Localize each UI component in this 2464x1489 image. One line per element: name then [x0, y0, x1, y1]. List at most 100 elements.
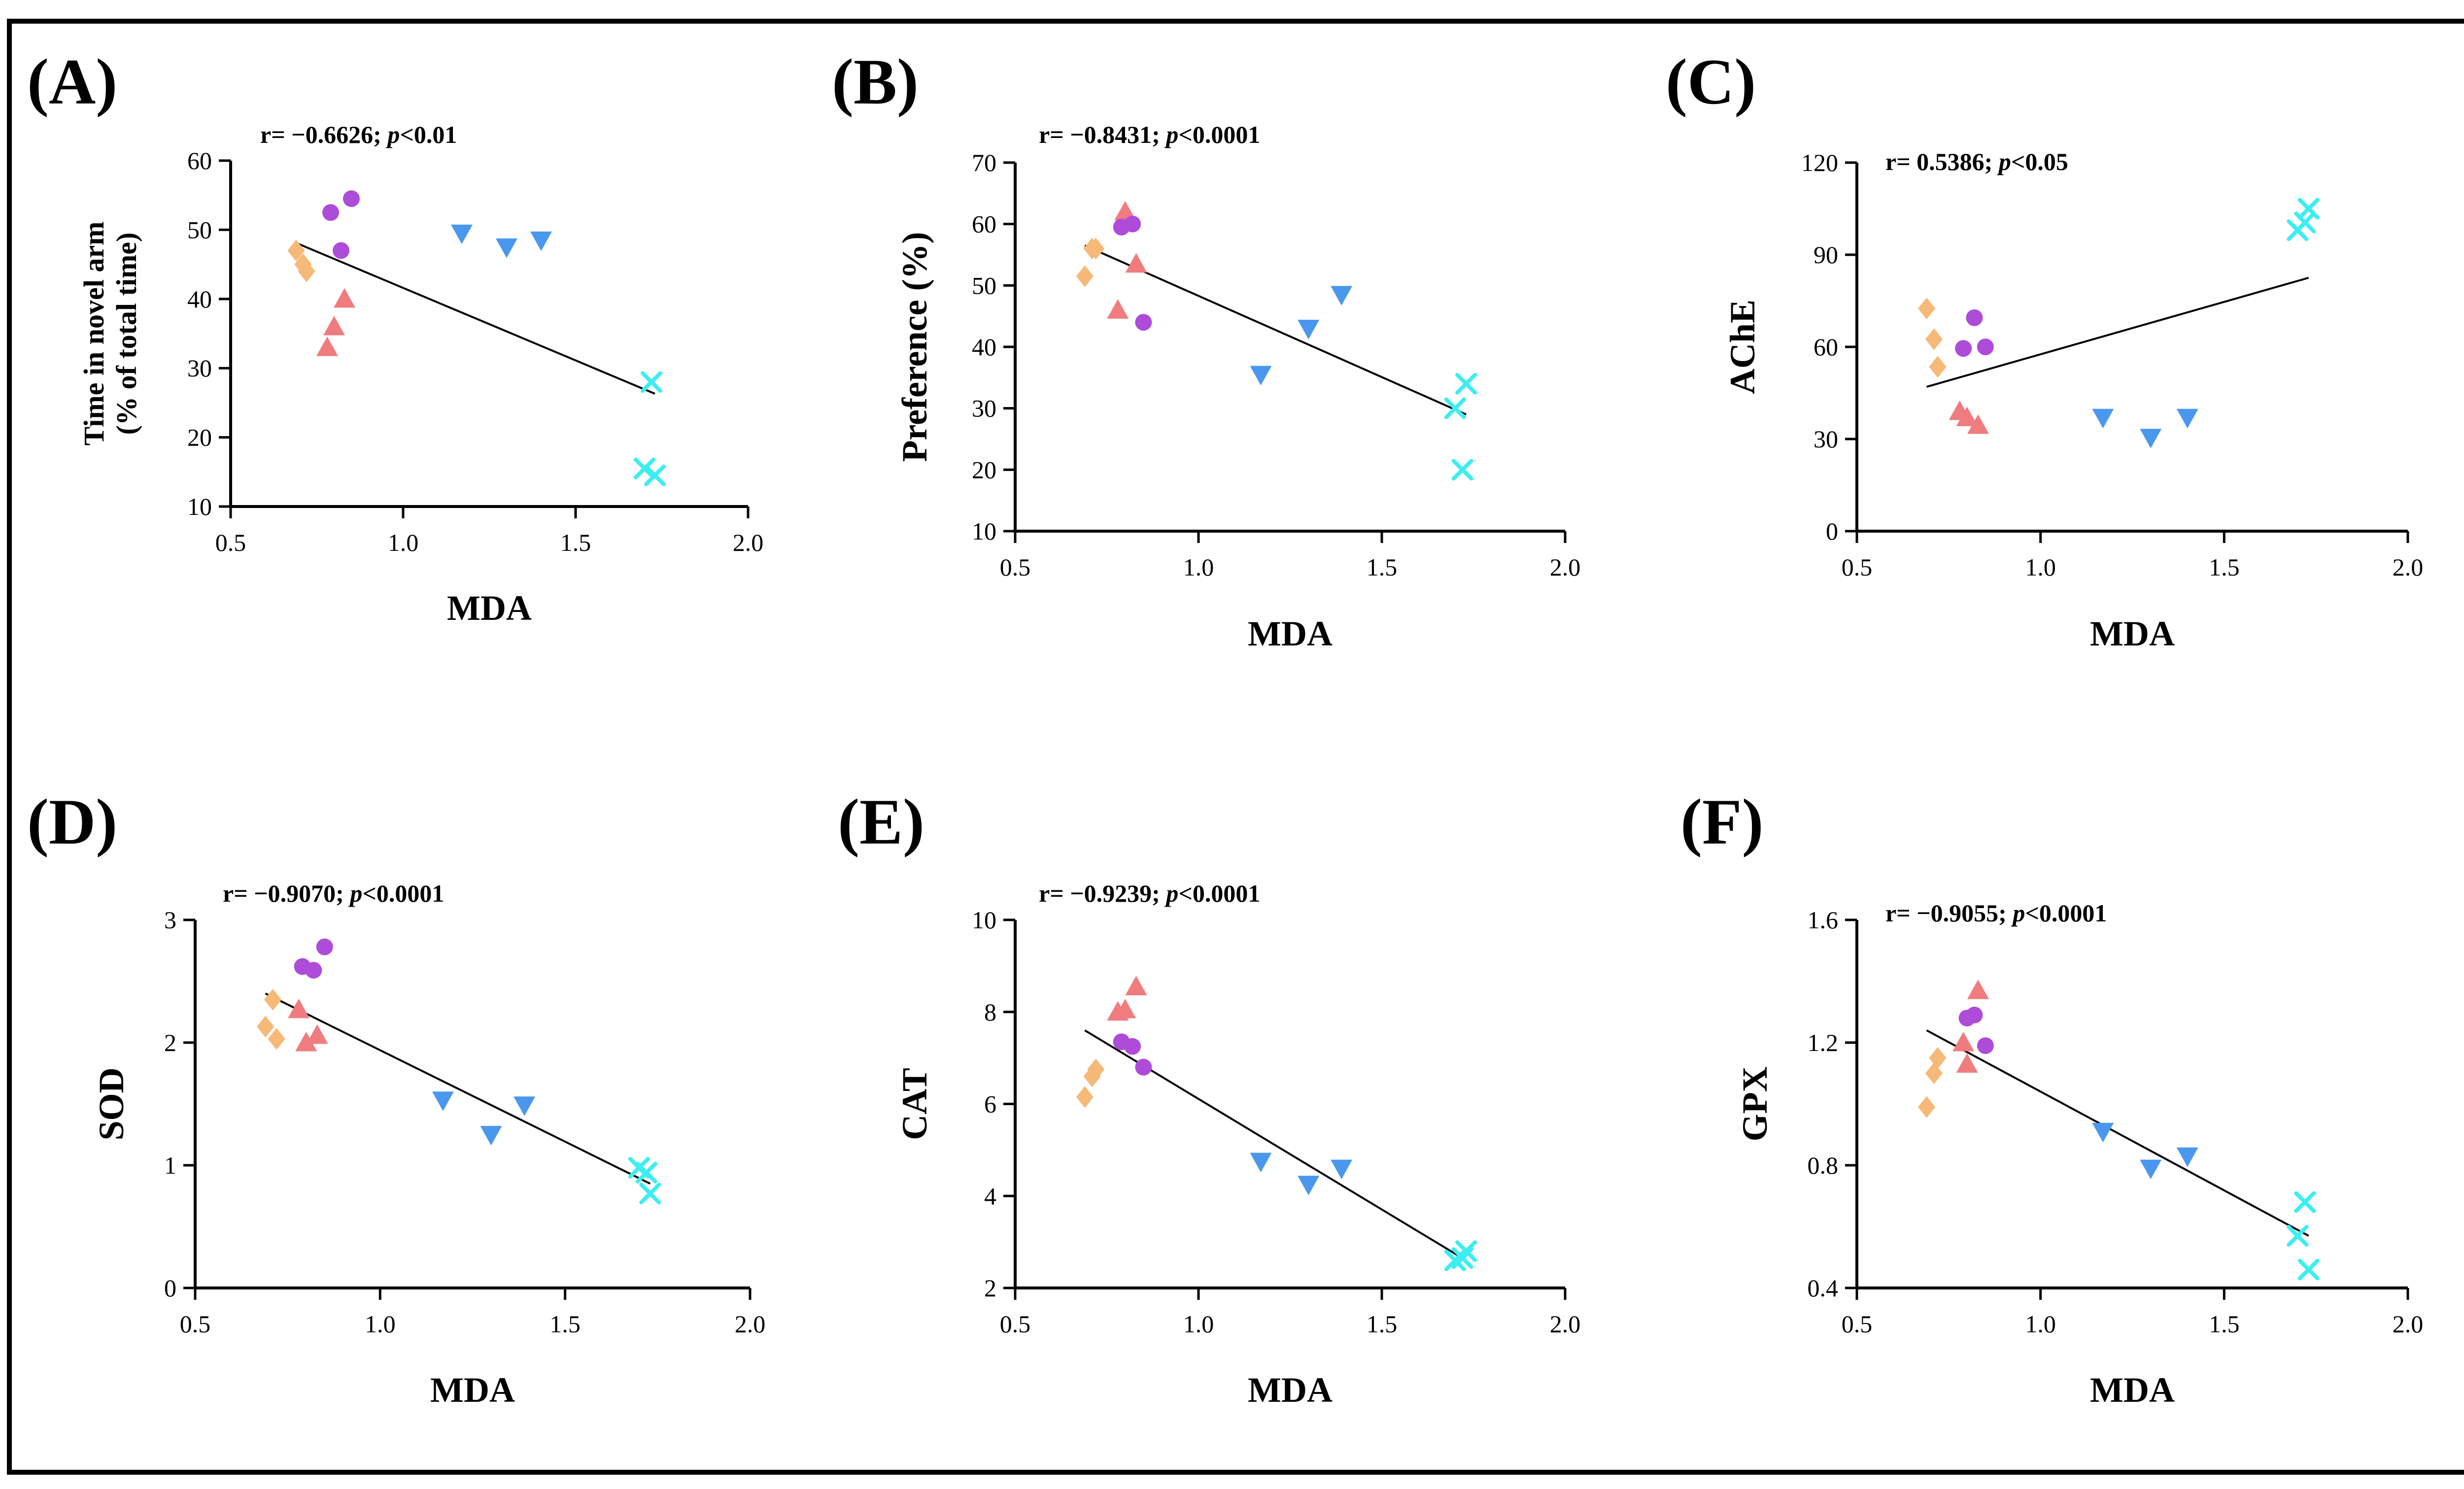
y-axis-title-line: Time in novel arm	[78, 222, 110, 446]
x-tick-label: 0.5	[215, 529, 246, 556]
data-point-diamond	[1076, 1086, 1094, 1108]
x-tick-label: 1.5	[560, 529, 591, 556]
x-tick-label: 0.5	[180, 1310, 211, 1338]
correlation-stat: r= −0.9239; p<0.0001	[1039, 880, 1260, 907]
x-tick-label: 1.0	[1183, 553, 1214, 581]
data-point-diamond	[1929, 356, 1947, 378]
y-axis-title-line: (% of total time)	[110, 233, 142, 435]
data-point-diamond	[298, 260, 315, 282]
y-tick-label: 2	[164, 1029, 176, 1056]
y-tick-label: 20	[972, 456, 996, 483]
data-point-triangle-down	[432, 1091, 454, 1112]
y-tick-label: 1.2	[1808, 1029, 1839, 1056]
data-point-triangle-down	[451, 224, 473, 244]
panel-a: (A) r= −0.6626; p<0.01 0.5 1.0 1.5 2.0 10 20 30 4…	[27, 45, 763, 628]
x-tick-label: 2.0	[1550, 553, 1581, 581]
data-point-diamond	[268, 1028, 285, 1050]
x-tick-label: 1.0	[2025, 1310, 2056, 1338]
data-point-circle	[1135, 314, 1152, 331]
data-point-triangle-up	[295, 1032, 317, 1051]
data-point-triangle-up	[306, 1024, 328, 1044]
data-point-triangle-up	[288, 998, 310, 1018]
stat-p-value: <0.0001	[1178, 880, 1260, 907]
x-tick-label: 0.5	[1842, 553, 1873, 581]
data-point-circle	[1955, 340, 1972, 357]
stat-r: r= −0.6626;	[260, 121, 387, 148]
data-point-cross	[635, 1161, 657, 1184]
data-point-diamond	[1925, 328, 1943, 350]
data-point-cross	[1444, 397, 1466, 419]
data-point-triangle-down	[2092, 408, 2114, 429]
data-point-triangle-up	[1107, 299, 1129, 319]
data-point-triangle-down	[1298, 1176, 1320, 1195]
y-tick-label: 20	[187, 424, 212, 451]
data-point-diamond	[1076, 265, 1094, 287]
data-point-triangle-down	[2176, 408, 2198, 429]
panel-d: (D) r= −0.9070; p<0.0001 0.5 1.0 1.5 2.0 0 1 2 3 M…	[27, 785, 765, 1410]
y-tick-label: 0.8	[1808, 1151, 1839, 1179]
data-point-triangle-up	[1967, 414, 1989, 434]
x-axis-title: MDA	[430, 1370, 515, 1410]
y-tick-label: 90	[1814, 241, 1838, 269]
x-tick-label: 2.0	[2393, 1310, 2424, 1338]
y-tick-label: 0	[164, 1274, 176, 1302]
data-point-diamond	[287, 239, 305, 262]
data-point-triangle-up	[334, 288, 355, 308]
data-point-triangle-up	[1956, 1053, 1978, 1073]
y-tick-label: 30	[972, 395, 996, 422]
y-tick-label: 1.6	[1808, 906, 1839, 934]
y-tick-label: 8	[984, 998, 996, 1026]
x-tick-label: 1.5	[2209, 1310, 2240, 1338]
data-point-triangle-down	[1298, 320, 1320, 339]
correlation-stat: r= 0.5386; p<0.05	[1885, 148, 2068, 175]
x-axis-title: MDA	[2090, 614, 2175, 653]
x-tick-label: 1.0	[365, 1310, 396, 1338]
panel-label: (D)	[27, 785, 117, 858]
y-axis-title: CAT	[895, 1068, 934, 1140]
x-tick-label: 2.0	[1550, 1310, 1581, 1338]
data-point-triangle-down	[496, 238, 517, 258]
panel-label: (F)	[1680, 785, 1764, 858]
panel-b: (B) r= −0.8431; p<0.0001 0.5 1.0 1.5 2.0 10 20 3…	[832, 45, 1580, 653]
data-point-triangle-down	[1250, 1152, 1272, 1173]
data-point-circle	[343, 190, 360, 207]
data-point-circle	[333, 242, 349, 259]
x-tick-label: 2.0	[735, 1310, 766, 1338]
y-tick-label: 3	[164, 906, 176, 934]
panel-label: (C)	[1666, 45, 1756, 118]
y-tick-label: 1	[164, 1151, 176, 1179]
data-point-triangle-down	[2140, 429, 2162, 448]
y-tick-label: 10	[972, 906, 996, 934]
data-point-triangle-down	[2176, 1147, 2198, 1167]
y-tick-label: 50	[972, 271, 996, 299]
data-point-triangle-up	[323, 315, 345, 336]
data-point-circle	[1135, 1058, 1152, 1076]
data-point-triangle-down	[1331, 286, 1353, 306]
stat-p-value: <0.0001	[362, 880, 444, 907]
stat-r: r= −0.9055;	[1885, 899, 2013, 927]
y-tick-label: 10	[972, 517, 996, 545]
data-point-cross	[1455, 1240, 1477, 1262]
data-point-circle	[316, 938, 333, 955]
stat-r: r= −0.9239;	[1039, 880, 1166, 907]
data-point-circle	[1977, 338, 1994, 355]
data-point-diamond	[1918, 298, 1936, 320]
y-tick-label: 60	[1814, 333, 1838, 361]
x-tick-label: 1.5	[2209, 553, 2240, 581]
stat-p-symbol: p	[1164, 880, 1178, 907]
data-point-triangle-down	[2140, 1159, 2162, 1180]
y-tick-label: 4	[984, 1182, 996, 1210]
y-tick-label: 6	[984, 1090, 996, 1118]
panel-e: (E) r= −0.9239; p<0.0001 0.5 1.0 1.5 2.0 2 4 6 8 1…	[838, 785, 1580, 1410]
data-point-circle	[1124, 215, 1141, 233]
y-tick-label: 0.4	[1808, 1274, 1839, 1302]
data-point-cross	[2297, 1258, 2320, 1281]
data-point-triangle-up	[1952, 1032, 1975, 1051]
x-tick-label: 0.5	[1000, 553, 1031, 581]
data-point-triangle-up	[1125, 253, 1147, 273]
data-point-circle	[322, 204, 339, 221]
y-tick-label: 30	[1814, 425, 1838, 453]
stat-p-symbol: p	[1997, 148, 2011, 175]
x-axis-title: MDA	[2090, 1370, 2175, 1410]
y-axis-title: GPX	[1735, 1067, 1775, 1142]
